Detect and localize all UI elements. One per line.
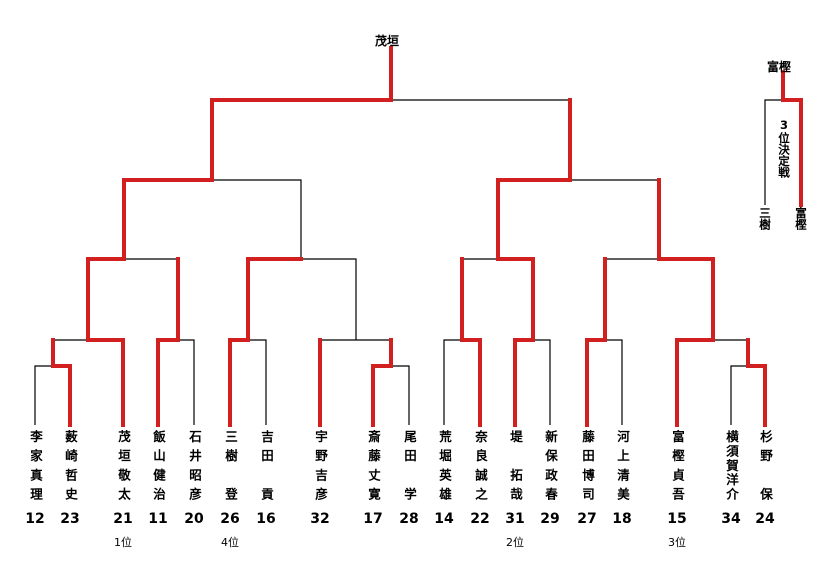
player-number: 23 [60, 511, 80, 527]
player-name: 斎藤丈寛 [366, 430, 381, 500]
third-place-left-name: 三樹 [758, 207, 772, 230]
player-name: 杉野 保 [758, 430, 773, 500]
player-name: 飯山健治 [151, 430, 166, 500]
player-number: 20 [184, 511, 204, 527]
player-name: 吉田 貢 [259, 430, 274, 500]
bracket-line [443, 339, 480, 425]
winning-path-line [156, 257, 180, 427]
bracket-line [124, 179, 302, 259]
player-number: 21 [113, 511, 133, 527]
player-number: 31 [505, 511, 525, 527]
player-name: 河上清美 [615, 430, 630, 500]
winning-path-line [371, 338, 393, 427]
bracket-line [391, 365, 410, 425]
winning-path-line [781, 70, 803, 207]
player-name: 三樹 登 [223, 430, 238, 500]
player-name: 宇野吉彦 [313, 430, 328, 500]
third-place-winner-name: 富樫 [767, 60, 792, 74]
bracket-line [515, 339, 551, 425]
bracket-line [230, 339, 267, 425]
bracket-line [764, 99, 783, 205]
player-number: 11 [148, 511, 168, 527]
third-place-title: 3位決定戦 [777, 118, 791, 178]
player-rank: 3位 [668, 536, 686, 549]
player-name: 尾田 学 [402, 430, 417, 500]
bracket-line [34, 365, 53, 425]
player-rank: 2位 [506, 536, 524, 549]
player-number: 16 [256, 511, 276, 527]
player-name: 横須賀洋介 [724, 430, 739, 500]
player-name: 茂垣敬太 [116, 430, 131, 500]
winning-path-line [460, 257, 482, 427]
player-name: 堤 拓哉 [508, 430, 523, 500]
player-rank: 1位 [114, 536, 132, 549]
bracket-line [587, 339, 623, 425]
player-number: 18 [612, 511, 632, 527]
player-name: 新保政春 [543, 430, 558, 500]
player-number: 22 [470, 511, 490, 527]
player-number: 14 [434, 511, 454, 527]
player-name: 藤田博司 [580, 430, 595, 500]
bracket-line [212, 99, 571, 180]
player-name: 石井昭彦 [187, 430, 202, 500]
winning-path-line [86, 46, 393, 427]
champion-name: 茂垣 [375, 34, 400, 48]
player-name: 薮崎哲史 [63, 430, 78, 500]
bracket-line [52, 339, 123, 366]
winning-path-line [746, 338, 767, 427]
player-number: 15 [667, 511, 687, 527]
player-number: 26 [220, 511, 240, 527]
winning-path-line [496, 98, 572, 427]
bracket-line [248, 258, 357, 340]
player-name: 荒堀英雄 [437, 430, 452, 500]
player-number: 24 [755, 511, 775, 527]
player-number: 28 [399, 511, 419, 527]
player-rank: 4位 [221, 536, 239, 549]
third-place-right-name: 富樫 [794, 207, 808, 230]
player-number: 34 [721, 511, 741, 527]
player-name: 富樫貞吾 [670, 430, 685, 500]
bracket-line [730, 365, 748, 425]
player-number: 12 [25, 511, 45, 527]
winning-path-line [585, 257, 607, 427]
player-name: 李家真理 [28, 430, 43, 500]
winning-path-line [657, 178, 715, 427]
player-number: 17 [363, 511, 383, 527]
player-name: 奈良誠之 [473, 430, 488, 500]
winning-path-line [228, 257, 303, 427]
bracket-line [158, 339, 195, 425]
player-number: 29 [540, 511, 560, 527]
winning-path-line [51, 338, 72, 427]
player-number: 32 [310, 511, 330, 527]
player-number: 27 [577, 511, 597, 527]
